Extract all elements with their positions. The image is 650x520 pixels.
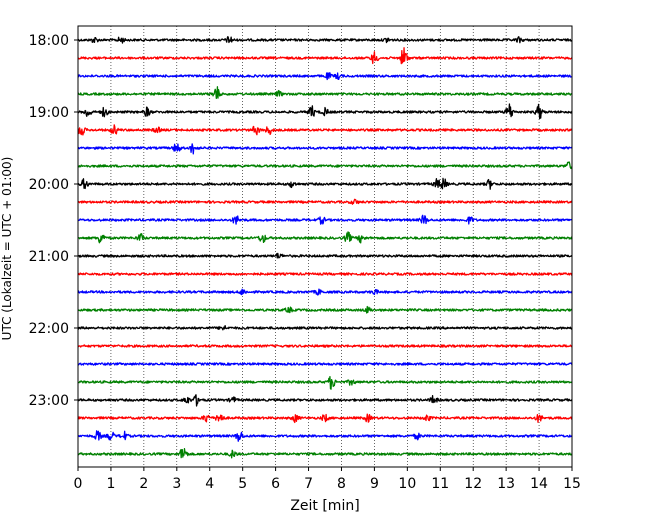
- trace-2130: [77, 288, 573, 296]
- y-tick-label: 21:00: [29, 249, 69, 265]
- trace-2045: [77, 231, 573, 244]
- y-tick-label: 19:00: [29, 105, 69, 121]
- x-tick-label: 14: [530, 476, 548, 492]
- trace-2245: [77, 375, 573, 390]
- trace-2015: [77, 198, 573, 205]
- x-tick-label: 9: [370, 476, 379, 492]
- trace-1915: [77, 124, 573, 136]
- trace-2145: [77, 305, 573, 314]
- trace-series: [77, 35, 573, 459]
- trace-2300: [77, 394, 573, 407]
- trace-1830: [77, 72, 573, 81]
- x-tick-label: 10: [398, 476, 416, 492]
- trace-2315: [77, 413, 573, 424]
- y-tick-label: 22:00: [29, 321, 69, 337]
- trace-2200: [77, 325, 573, 331]
- trace-2215: [77, 344, 573, 348]
- trace-1845: [77, 86, 573, 100]
- y-axis-label: UTC (Lokalzeit = UTC + 01:00): [0, 157, 14, 341]
- trace-1945: [77, 161, 573, 170]
- x-tick-label: 1: [106, 476, 115, 492]
- plot-frame: [77, 25, 573, 468]
- x-tick-label: 12: [464, 476, 482, 492]
- y-tick-label: 23:00: [29, 393, 69, 409]
- trace-1930: [77, 143, 573, 155]
- trace-2115: [77, 272, 573, 276]
- y-tick-label: 20:00: [29, 177, 69, 193]
- trace-2030: [77, 214, 573, 225]
- trace-2345: [77, 448, 573, 459]
- trace-1800: [77, 35, 573, 44]
- x-axis-ticks: 0 1 2 3 4 5 6 7 8 9 10 11 12 13 14 15: [74, 467, 581, 492]
- trace-2000: [77, 177, 573, 190]
- trace-2230: [77, 362, 573, 366]
- y-tick-label: 18:00: [29, 33, 69, 49]
- x-axis-label: Zeit [min]: [290, 498, 359, 514]
- trace-1815: [77, 47, 573, 65]
- trace-1900: [77, 103, 573, 120]
- trace-2100: [77, 252, 573, 259]
- x-tick-label: 0: [74, 476, 83, 492]
- trace-2330: [77, 430, 573, 442]
- x-tick-label: 11: [431, 476, 449, 492]
- x-tick-label: 13: [497, 476, 515, 492]
- x-tick-label: 6: [271, 476, 280, 492]
- x-tick-label: 15: [563, 476, 581, 492]
- x-tick-label: 2: [139, 476, 148, 492]
- x-tick-label: 3: [172, 476, 181, 492]
- x-tick-label: 7: [304, 476, 313, 492]
- x-tick-label: 4: [205, 476, 214, 492]
- x-tick-label: 8: [337, 476, 346, 492]
- x-tick-label: 5: [238, 476, 247, 492]
- y-axis-ticks: 18:00 19:00 20:00 21:00 22:00 23:00: [29, 33, 78, 409]
